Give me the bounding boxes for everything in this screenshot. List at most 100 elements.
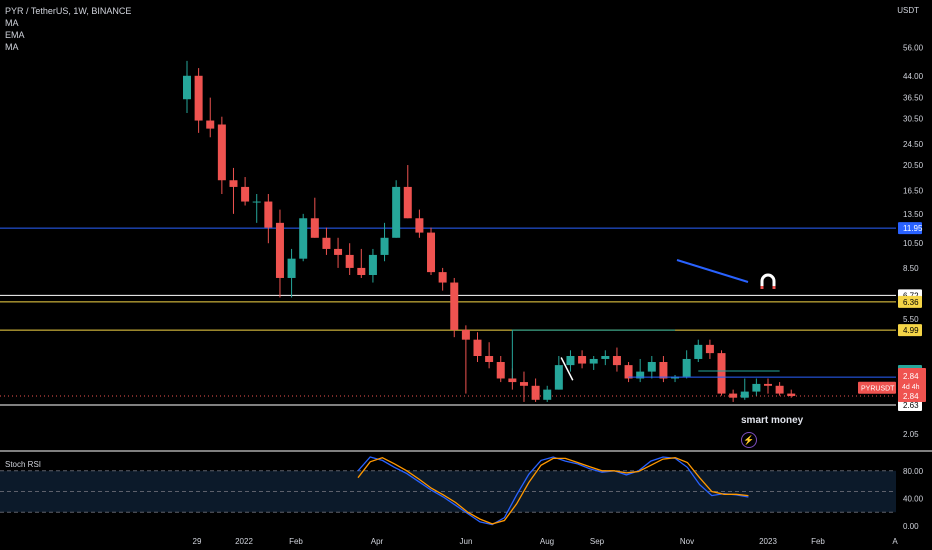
candle-body-44 (694, 344, 703, 359)
candle-body-49 (752, 383, 761, 392)
candle-body-0 (183, 75, 191, 100)
candle-body-29 (519, 382, 528, 386)
candle-body-40 (647, 361, 656, 372)
trend-line (676, 259, 749, 283)
price-tick-label: 24.50 (903, 140, 924, 149)
candle-body-6 (252, 201, 261, 203)
candle-body-42 (671, 376, 680, 379)
candle-body-17 (380, 237, 389, 255)
magnet-tip-left (760, 286, 764, 289)
candle-body-1 (194, 75, 203, 121)
level-tag-2-text: 6.36 (903, 298, 919, 307)
candle-body-26 (485, 356, 494, 362)
candle-body-10 (299, 218, 308, 259)
candle-body-51 (775, 385, 784, 394)
candle-body-13 (334, 248, 343, 255)
indicator-ma-2[interactable]: MA (5, 42, 19, 52)
candle-body-41 (659, 361, 668, 379)
candle-body-24 (461, 329, 470, 340)
magnet-tip-right (772, 286, 776, 289)
white-arrow-stroke (560, 357, 574, 381)
candle-body-48 (740, 391, 749, 398)
rsi-tick-label: 40.00 (903, 494, 924, 503)
symbol-tag-text: PYRUSDT (861, 386, 895, 393)
candle-body-4 (229, 180, 238, 187)
range-box-left (511, 329, 676, 379)
price-tags: 11.956.726.364.992.633.523.52PYRUSDT2.84… (858, 222, 926, 412)
candle-body-39 (636, 371, 645, 379)
candle-body-38 (624, 365, 633, 379)
candle-body-31 (543, 389, 552, 400)
candle-body-52 (787, 393, 796, 397)
candle-body-47 (729, 393, 738, 398)
legend-header: PYR / TetherUS, 1W, BINANCE MA EMA MA (5, 5, 131, 53)
candle-body-15 (357, 267, 366, 276)
candle-body-35 (589, 358, 598, 364)
time-tick-label: 29 (193, 537, 202, 546)
candle-body-34 (578, 356, 587, 364)
candle-body-12 (322, 237, 331, 249)
current-price-text-2: 2.84 (903, 392, 919, 401)
time-tick-label: Feb (289, 537, 303, 546)
rsi-series-1 (357, 456, 749, 525)
level-tag-3-text: 4.99 (903, 326, 919, 335)
price-tick-label: 20.50 (903, 161, 924, 170)
stoch-rsi-lines (357, 456, 749, 526)
candle-body-8 (275, 222, 284, 278)
candle-body-7 (264, 201, 273, 228)
level-tag-3-bg (898, 324, 922, 337)
level-tag-4-text: 2.63 (903, 401, 919, 410)
indicator-ma-1[interactable]: MA (5, 18, 19, 28)
time-tick-label: A (892, 537, 898, 546)
candle-body-25 (473, 339, 482, 357)
indicator-ema[interactable]: EMA (5, 30, 25, 40)
level-tag-0-bg (898, 222, 922, 235)
candle-body-2 (206, 120, 215, 129)
candle-body-20 (415, 218, 424, 233)
price-tick-label: 13.50 (903, 210, 924, 219)
symbol-title[interactable]: PYR / TetherUS, 1W, BINANCE (5, 6, 132, 16)
time-tick-label: Jun (460, 537, 473, 546)
price-tick-label: 10.50 (903, 239, 924, 248)
time-tick-label: Nov (680, 537, 694, 546)
candle-body-27 (496, 361, 505, 379)
candle-body-21 (427, 232, 436, 273)
time-tick-label: Feb (811, 537, 825, 546)
time-tick-label: 2023 (759, 537, 777, 546)
candle-body-33 (566, 356, 575, 366)
time-tick-label: 2022 (235, 537, 253, 546)
time-tick-label: Sep (590, 537, 605, 546)
level-tag-0-text: 11.95 (903, 224, 923, 233)
symbol-tag-bg (858, 381, 896, 394)
candle-body-46 (717, 353, 726, 394)
candle-body-18 (392, 186, 401, 238)
currency-label[interactable]: USDT (897, 6, 919, 15)
lightning-icon[interactable]: ⚡ (741, 432, 757, 448)
horizontal-levels[interactable] (0, 227, 896, 406)
candle-body-19 (403, 186, 412, 219)
time-axis[interactable]: 29 2022 Feb Apr Jun Aug Sep Nov 2023 Feb A (193, 537, 899, 546)
user-drawings[interactable] (511, 259, 896, 381)
candle-body-28 (508, 378, 517, 383)
stoch-rsi-title[interactable]: Stoch RSI (5, 460, 42, 469)
candle-body-16 (368, 254, 377, 276)
smart-money-note[interactable]: smart money (741, 415, 804, 426)
current-price-text: 2.84 (903, 372, 919, 381)
candle-body-43 (682, 358, 691, 377)
candle-body-32 (554, 365, 563, 390)
stoch-rsi-background (0, 450, 932, 513)
candle-body-14 (345, 254, 354, 268)
candle-body-5 (241, 186, 250, 202)
countdown-text: 4d 4h (902, 384, 920, 391)
current-price-tag-bg (898, 368, 926, 403)
candle-body-3 (217, 124, 226, 181)
candle-body-37 (612, 356, 621, 366)
price-tick-label: 36.50 (903, 94, 924, 103)
candlestick-series (183, 60, 796, 402)
candle-body-22 (438, 272, 447, 283)
rsi-tick-label: 80.00 (903, 467, 924, 476)
rsi-series-0 (357, 456, 749, 526)
price-tick-label: 2.05 (903, 430, 919, 439)
